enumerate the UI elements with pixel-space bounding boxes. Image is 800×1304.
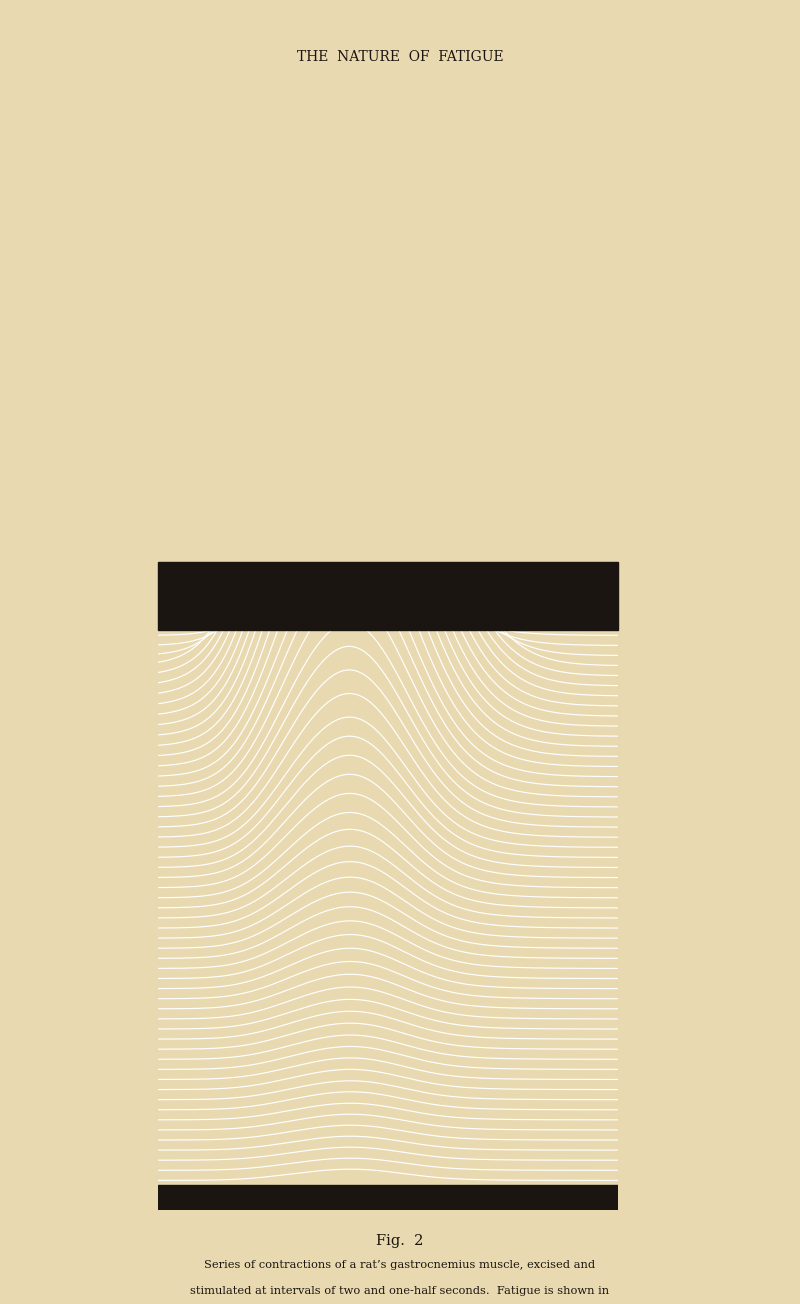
Text: Series of contractions of a rat’s gastrocnemius muscle, excised and: Series of contractions of a rat’s gastro… (205, 1260, 595, 1270)
Text: stimulated at intervals of two and one-half seconds.  Fatigue is shown in: stimulated at intervals of two and one-h… (190, 1286, 610, 1296)
Bar (158, 1185, 618, 1210)
Text: THE  NATURE  OF  FATIGUE: THE NATURE OF FATIGUE (297, 51, 503, 64)
Bar (158, 562, 618, 630)
Text: Fig.  2: Fig. 2 (376, 1234, 424, 1248)
